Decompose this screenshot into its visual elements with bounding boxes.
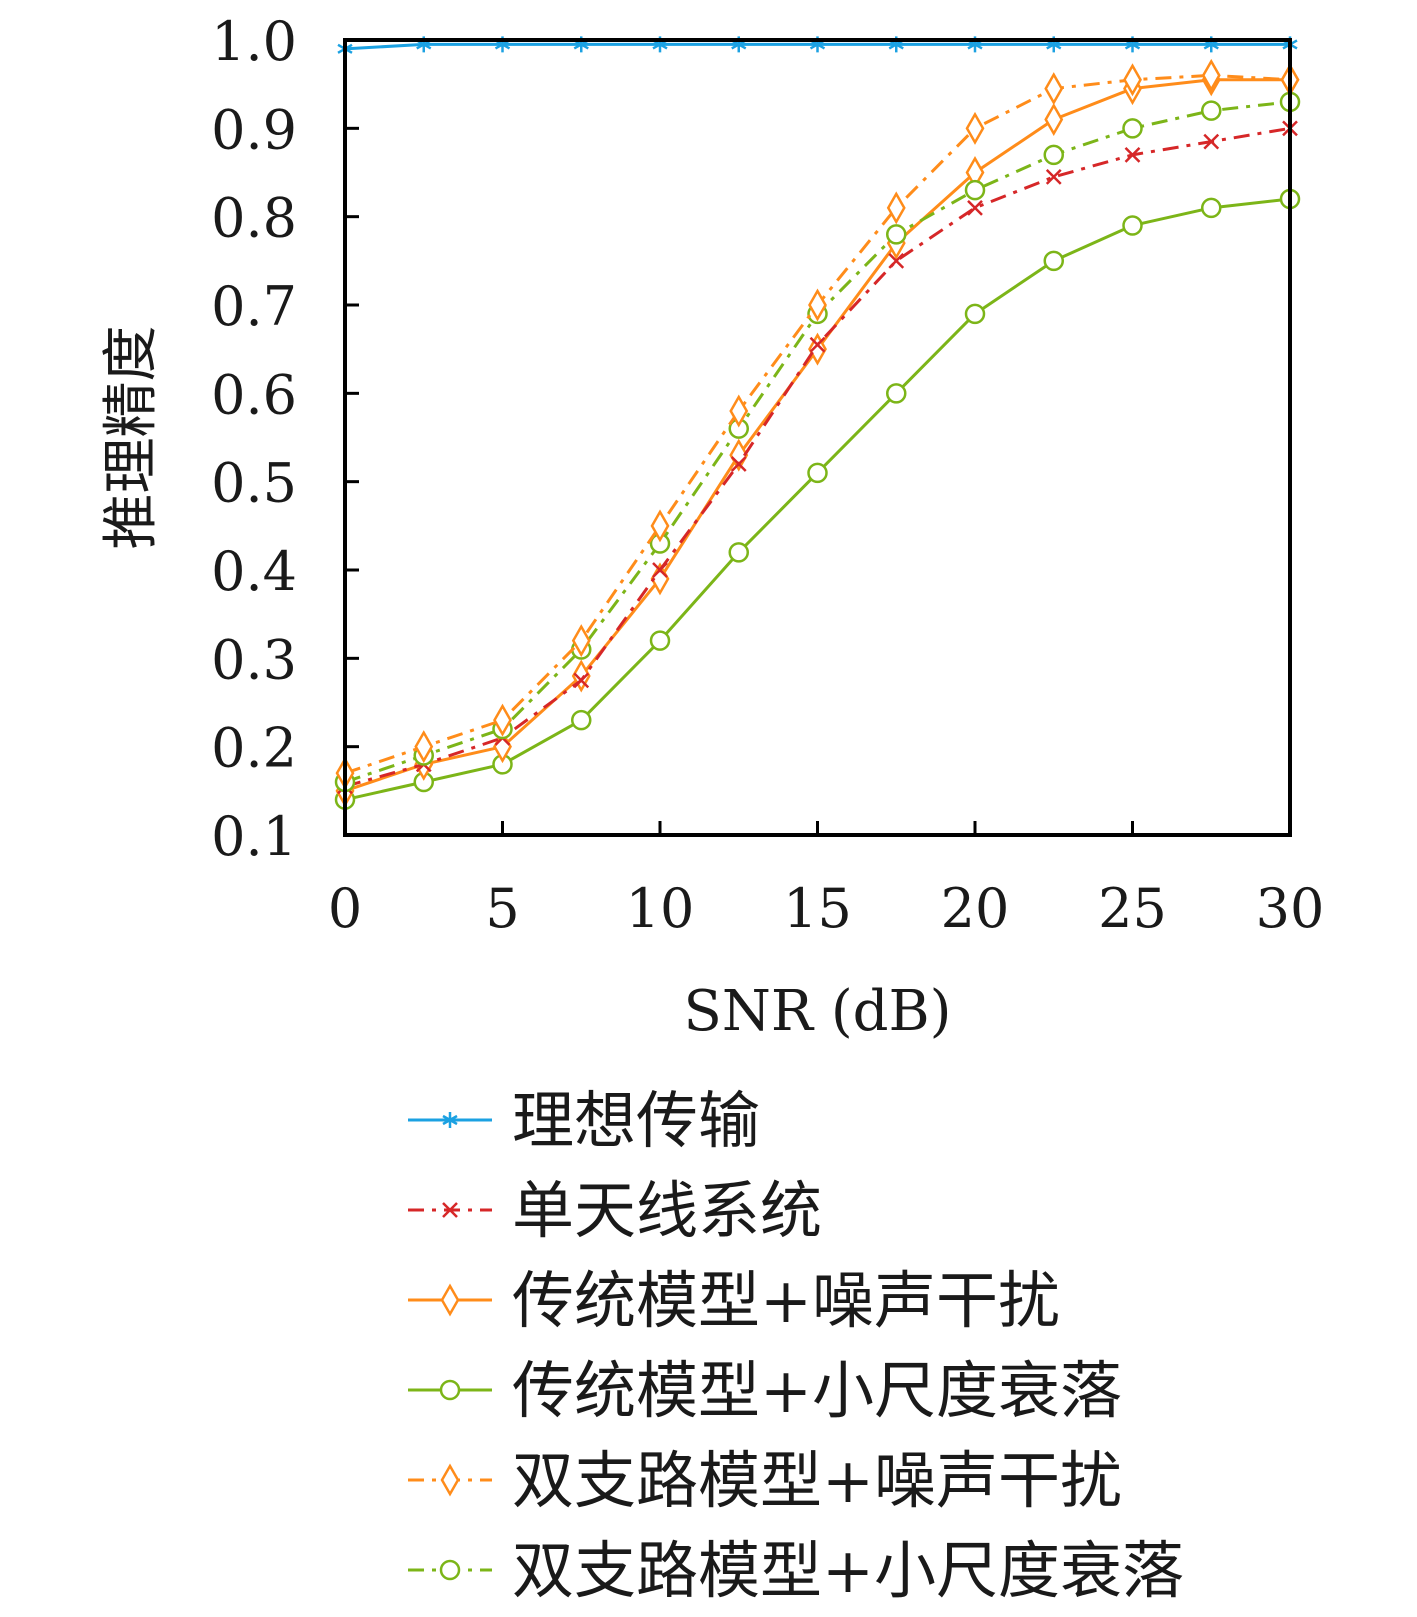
y-tick-label: 0.5 [211, 452, 297, 515]
legend-label: 单天线系统 [512, 1174, 822, 1247]
data-point [493, 703, 512, 737]
data-point [809, 336, 826, 353]
data-point [1201, 197, 1222, 219]
data-point [1122, 215, 1143, 236]
legend-item: 双支路模型+噪声干扰 [408, 1444, 1122, 1517]
data-point [1201, 58, 1221, 92]
data-point [730, 456, 747, 472]
series-6 [334, 91, 1301, 793]
legend-label: 双支路模型+小尺度衰落 [512, 1534, 1184, 1607]
y-tick-label: 0.7 [211, 275, 297, 338]
data-point [1044, 102, 1064, 137]
legend-item: 双支路模型+小尺度衰落 [408, 1534, 1184, 1607]
series-line [344, 100, 1291, 784]
data-point [414, 730, 434, 764]
series-line [344, 73, 1291, 775]
y-tick-label: 0.2 [211, 717, 297, 780]
data-point [1201, 100, 1222, 121]
data-point [1045, 169, 1062, 185]
legend-item: 传统模型+小尺度衰落 [408, 1354, 1122, 1427]
data-point [886, 191, 906, 225]
y-tick-label: 1.0 [211, 10, 297, 73]
data-point [964, 179, 986, 201]
data-point [571, 709, 592, 731]
data-point [439, 1379, 461, 1401]
data-point [886, 383, 907, 404]
data-point [1043, 144, 1064, 166]
data-point [442, 1112, 458, 1128]
legend-label: 理想传输 [512, 1084, 760, 1157]
series-4 [334, 188, 1301, 810]
axis-ticks: 0 5 10 15 20 25 30 0.1 0.2 0.3 0.4 0.5 0.6 0.7 0.8 0.9 1… [211, 10, 1324, 940]
data-point [728, 542, 749, 563]
y-tick-label: 0.9 [211, 98, 297, 161]
data-point [440, 1283, 460, 1317]
data-point [967, 199, 983, 216]
data-point [729, 438, 749, 472]
data-point [965, 111, 985, 145]
x-tick-label: 0 [328, 877, 362, 940]
legend-label: 传统模型+噪声干扰 [512, 1264, 1060, 1337]
y-tick-label: 0.3 [211, 628, 297, 691]
data-point [571, 624, 591, 658]
data-point [652, 562, 668, 578]
data-point [964, 303, 986, 325]
data-point [1043, 250, 1064, 272]
data-point [1044, 72, 1064, 106]
legend-item: 理想传输 [408, 1084, 760, 1157]
data-point [808, 288, 827, 322]
data-point [888, 252, 905, 269]
data-point [1123, 63, 1142, 97]
data-point [573, 672, 590, 689]
data-point [649, 630, 671, 651]
y-axis-title: 推理精度 [99, 326, 164, 550]
data-point [1203, 133, 1220, 150]
data-point [1124, 146, 1141, 163]
series-line [344, 126, 1291, 788]
x-tick-label: 10 [626, 877, 695, 940]
y-tick-label: 0.4 [211, 540, 297, 603]
data-point [729, 394, 749, 428]
data-point [440, 1463, 460, 1497]
data-point [807, 462, 828, 484]
data-point [1122, 118, 1143, 139]
series-3 [335, 63, 1300, 808]
data-point [650, 509, 670, 543]
x-tick-label: 5 [485, 877, 519, 940]
series-5 [335, 58, 1300, 790]
data-point [886, 224, 907, 245]
series-line [344, 78, 1290, 793]
legend-label: 传统模型+小尺度衰落 [512, 1354, 1122, 1427]
x-tick-label: 25 [1098, 877, 1167, 940]
legend-item: 传统模型+噪声干扰 [408, 1264, 1060, 1337]
legend-label: 双支路模型+噪声干扰 [512, 1444, 1122, 1517]
y-tick-label: 0.1 [211, 805, 297, 868]
plot-frame [343, 38, 1292, 837]
x-tick-label: 15 [783, 877, 852, 940]
data-point [442, 1202, 458, 1218]
legend-item: 单天线系统 [408, 1174, 822, 1247]
data-point [439, 1559, 461, 1581]
y-tick-label: 0.6 [211, 363, 297, 426]
legend: 理想传输单天线系统传统模型+噪声干扰传统模型+小尺度衰落双支路模型+噪声干扰双支… [408, 1084, 1184, 1607]
x-axis-title: SNR (dB) [683, 979, 951, 1044]
y-tick-label: 0.8 [211, 187, 297, 250]
plot-marks [334, 36, 1301, 810]
x-tick-label: 20 [941, 877, 1010, 940]
x-tick-label: 30 [1256, 877, 1325, 940]
